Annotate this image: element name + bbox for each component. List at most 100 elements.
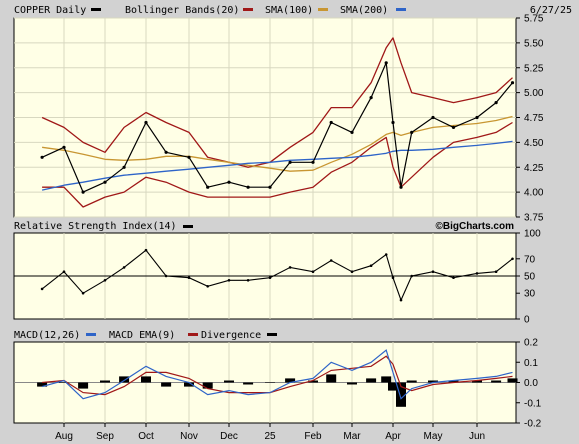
legend-sma200-label: SMA(200) bbox=[340, 5, 388, 16]
legend-bollinger-label: Bollinger Bands(20) bbox=[125, 5, 239, 16]
price-tick-label: 5.00 bbox=[524, 88, 544, 99]
price-point bbox=[144, 120, 148, 125]
rsi-point bbox=[62, 270, 66, 274]
price-point bbox=[103, 180, 107, 184]
divergence-bar bbox=[326, 374, 337, 383]
x-tick-label: Feb bbox=[304, 431, 322, 442]
rsi-point bbox=[431, 270, 435, 274]
price-point bbox=[475, 115, 479, 120]
price-tick-label: 5.75 bbox=[524, 14, 544, 25]
macd-ema-legend-swatch bbox=[188, 333, 198, 336]
rsi-point bbox=[187, 276, 191, 280]
divergence-bar bbox=[161, 382, 172, 387]
divergence-bar bbox=[141, 376, 151, 383]
divergence-bar bbox=[59, 382, 69, 383]
rsi-point bbox=[103, 279, 107, 282]
rsi-point bbox=[164, 274, 168, 278]
divergence-legend-swatch bbox=[267, 333, 277, 336]
header-date: 6/27/25 bbox=[530, 5, 572, 16]
price-point bbox=[431, 115, 435, 120]
divergence-bar bbox=[491, 380, 502, 383]
rsi-point bbox=[227, 279, 231, 282]
sma200-line bbox=[41, 140, 513, 191]
macd-legend-swatch bbox=[86, 333, 96, 336]
rsi-line bbox=[41, 249, 513, 302]
x-tick-label: Oct bbox=[138, 431, 154, 442]
price-line bbox=[41, 62, 513, 193]
divergence-bar bbox=[119, 376, 130, 383]
rsi-point bbox=[329, 259, 333, 262]
legend-bollinger-swatch bbox=[243, 8, 253, 11]
price-point bbox=[122, 165, 126, 169]
rsi-y-axis: 100 70 50 30 0 bbox=[516, 229, 541, 326]
divergence-bar bbox=[347, 382, 357, 385]
macd-tick-label: 0.0 bbox=[524, 378, 538, 389]
price-point bbox=[187, 155, 191, 159]
price-point bbox=[246, 185, 250, 189]
divergence-bar bbox=[507, 378, 518, 383]
rsi-tick-label: 30 bbox=[524, 289, 536, 300]
macd-tick-label: -0.1 bbox=[524, 398, 542, 409]
legend-sma100-swatch bbox=[318, 8, 328, 11]
x-tick-label: Jun bbox=[469, 431, 485, 442]
macd-ema-line bbox=[42, 355, 513, 396]
legend-sma100-label: SMA(100) bbox=[265, 5, 313, 16]
x-tick-label: Nov bbox=[180, 431, 198, 442]
price-point bbox=[288, 160, 292, 164]
rsi-point bbox=[369, 264, 373, 268]
rsi-point bbox=[40, 287, 44, 291]
symbol-label: COPPER Daily bbox=[14, 5, 86, 16]
price-point bbox=[268, 185, 272, 189]
price-point bbox=[40, 155, 44, 159]
rsi-tick-label: 70 bbox=[524, 254, 536, 265]
rsi-series bbox=[40, 248, 514, 302]
divergence-bar bbox=[285, 378, 296, 383]
divergence-bar bbox=[381, 376, 392, 383]
price-tick-label: 4.00 bbox=[524, 188, 544, 199]
price-tick-label: 4.25 bbox=[524, 163, 544, 174]
macd-histogram bbox=[37, 374, 518, 407]
macd-series bbox=[41, 349, 513, 400]
price-legend-swatch bbox=[91, 8, 101, 11]
divergence-bar bbox=[184, 382, 194, 387]
watermark: ©BigCharts.com bbox=[436, 221, 515, 232]
price-point bbox=[206, 185, 210, 189]
price-y-axis: 5.75 5.50 5.25 5.00 4.75 4.50 4.25 4.00 3.75 bbox=[516, 14, 544, 224]
macd-ema-legend-label: MACD EMA(9) bbox=[109, 330, 175, 341]
rsi-point bbox=[350, 270, 354, 274]
bollinger-upper-line bbox=[41, 37, 513, 168]
rsi-point bbox=[81, 291, 85, 295]
divergence-bar bbox=[202, 382, 213, 389]
rsi-tick-label: 0 bbox=[524, 315, 530, 326]
rsi-point bbox=[475, 272, 479, 275]
divergence-legend-label: Divergence bbox=[201, 330, 261, 341]
x-tick-label: Mar bbox=[343, 431, 361, 442]
price-tick-label: 3.75 bbox=[524, 213, 544, 224]
x-tick-label: Apr bbox=[385, 431, 401, 442]
x-tick-label: May bbox=[424, 431, 443, 442]
x-axis: Aug Sep Oct Nov Dec 25 Feb Mar Apr May Jun bbox=[55, 423, 485, 442]
rsi-legend-swatch bbox=[183, 225, 193, 228]
macd-legend-label: MACD(12,26) bbox=[14, 330, 80, 341]
rsi-point bbox=[246, 279, 250, 282]
price-point bbox=[494, 101, 498, 105]
rsi-point bbox=[268, 276, 272, 280]
price-point bbox=[81, 190, 85, 194]
rsi-point bbox=[206, 285, 209, 288]
price-point bbox=[311, 160, 315, 164]
price-point bbox=[62, 145, 66, 149]
rsi-tick-label: 50 bbox=[524, 272, 536, 283]
divergence-bar bbox=[388, 382, 398, 391]
price-tick-label: 4.75 bbox=[524, 113, 544, 124]
price-point bbox=[350, 130, 354, 134]
price-point bbox=[227, 180, 231, 184]
divergence-bar bbox=[406, 380, 417, 383]
divergence-bar bbox=[428, 380, 438, 383]
rsi-point bbox=[288, 266, 292, 269]
rsi-point bbox=[391, 276, 395, 280]
price-tick-label: 4.50 bbox=[524, 138, 544, 149]
rsi-point bbox=[399, 298, 403, 302]
macd-y-axis: 0.2 0.1 0.0 -0.1 -0.2 bbox=[516, 338, 542, 430]
divergence-bar bbox=[448, 380, 459, 383]
